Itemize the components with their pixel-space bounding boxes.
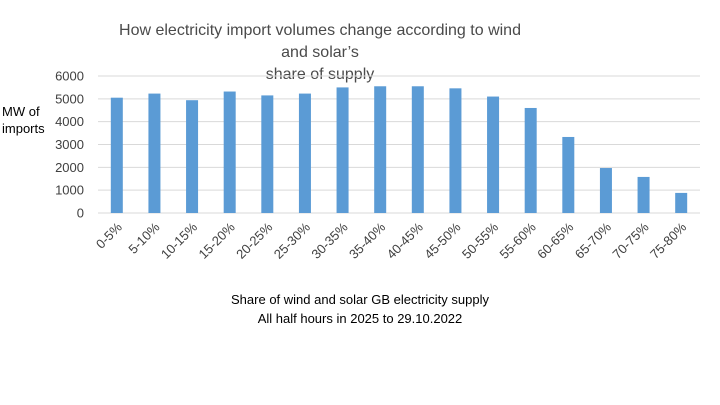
bar <box>487 96 500 213</box>
bar <box>449 88 462 213</box>
chart-title: How electricity import volumes change ac… <box>110 20 530 86</box>
bar <box>524 107 537 213</box>
x-tick-label: 45-50% <box>421 219 464 262</box>
x-tick-label: 35-40% <box>346 219 389 262</box>
y-axis-label-line-1: MW of <box>2 104 40 119</box>
x-tick-label: 10-15% <box>158 219 201 262</box>
bar <box>223 91 236 213</box>
bar <box>411 86 424 213</box>
bar <box>637 176 650 213</box>
bar <box>261 95 274 213</box>
y-axis-label: MW of imports <box>2 103 62 137</box>
bar <box>110 97 123 213</box>
x-tick-label: 70-75% <box>609 219 652 262</box>
bar <box>186 100 199 213</box>
chart-title-line-2: share of supply <box>265 66 375 83</box>
bar <box>298 93 311 213</box>
bar <box>148 93 161 213</box>
gridlines <box>98 75 700 214</box>
x-tick-label: 60-65% <box>534 219 577 262</box>
x-tick-label: 25-30% <box>271 219 314 262</box>
x-tick-label: 20-25% <box>233 219 276 262</box>
x-axis-label-line-2: All half hours in 2025 to 29.10.2022 <box>257 311 463 326</box>
bar <box>562 136 575 213</box>
y-tick-label: 6000 <box>55 69 84 84</box>
bar <box>336 87 349 213</box>
y-tick-label: 5000 <box>55 91 84 106</box>
x-tick-label: 30-35% <box>308 219 351 262</box>
x-tick-label: 55-60% <box>497 219 540 262</box>
bar <box>599 168 612 213</box>
y-axis-label-line-2: imports <box>2 121 45 136</box>
y-tick-label: 1000 <box>55 183 84 198</box>
x-tick-label: 0-5% <box>93 219 125 251</box>
x-tick-label: 15-20% <box>196 219 239 262</box>
x-tick-label: 40-45% <box>384 219 427 262</box>
x-tick-label: 75-80% <box>647 219 690 262</box>
y-tick-label: 3000 <box>55 137 84 152</box>
chart-title-line-1: How electricity import volumes change ac… <box>119 22 521 61</box>
x-axis-label-line-1: Share of wind and solar GB electricity s… <box>231 292 489 307</box>
x-tick-label: 65-70% <box>572 219 615 262</box>
bar <box>675 192 688 213</box>
y-axis-ticks: 0 1000 2000 3000 4000 5000 6000 <box>55 69 84 221</box>
x-axis-ticks: 0-5% 5-10%10-15%15-20%20-25%25-30%30-35%3… <box>93 219 690 262</box>
bars <box>110 86 688 213</box>
x-tick-label: 50-55% <box>459 219 502 262</box>
bar <box>374 86 387 213</box>
y-tick-label: 0 <box>77 206 84 221</box>
y-tick-label: 2000 <box>55 160 84 175</box>
x-axis-label: Share of wind and solar GB electricity s… <box>190 290 530 328</box>
y-tick-label: 4000 <box>55 114 84 129</box>
